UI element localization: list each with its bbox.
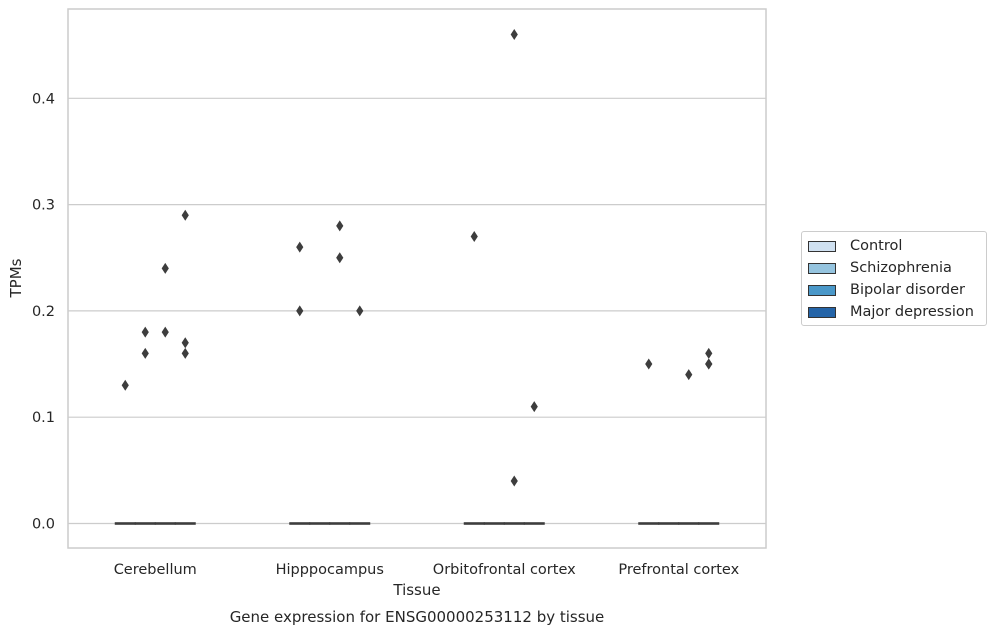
y-tick-label: 0.0 (32, 517, 55, 533)
y-tick-label: 0.4 (32, 91, 55, 107)
outlier-point (356, 305, 364, 317)
outlier-point (336, 220, 344, 232)
legend-swatch-bipolar-disorder (808, 284, 836, 296)
outlier-point (141, 326, 149, 338)
outlier-point (181, 337, 189, 349)
outlier-point (141, 347, 149, 359)
x-axis-label: Tissue (392, 581, 440, 599)
legend-item-control: Control (808, 238, 902, 254)
legend-swatch-schizophrenia (808, 262, 836, 274)
outlier-point (296, 241, 304, 253)
x-tick-label: Orbitofrontal cortex (433, 562, 576, 578)
boxes (114, 522, 720, 525)
outlier-point (510, 475, 518, 487)
outlier-point (530, 401, 538, 413)
y-tick-label: 0.2 (32, 304, 55, 320)
x-tick-label: Hipppocampus (276, 562, 384, 578)
outlier-point (181, 347, 189, 359)
outlier-point (685, 369, 693, 381)
legend-label-major-depression: Major depression (850, 304, 974, 320)
outlier-point (470, 230, 478, 242)
chart-title: Gene expression for ENSG00000253112 by t… (230, 608, 605, 626)
outlier-point (181, 209, 189, 221)
y-tick-label: 0.3 (32, 198, 55, 214)
outlier-point (705, 358, 713, 370)
outlier-point (510, 29, 518, 41)
y-tick-label: 0.1 (32, 410, 55, 426)
y-axis-label: TPMs (7, 258, 25, 298)
outlier-point (121, 379, 129, 391)
legend-item-schizophrenia: Schizophrenia (808, 260, 952, 276)
legend-label-bipolar-disorder: Bipolar disorder (850, 282, 965, 298)
outlier-point (705, 347, 713, 359)
legend-item-major-depression: Major depression (808, 304, 974, 320)
x-tick-label: Prefrontal cortex (618, 562, 739, 578)
outlier-point (161, 262, 169, 274)
outlier-point (296, 305, 304, 317)
legend-swatch-control (808, 240, 836, 252)
legend-swatch-major-depression (808, 306, 836, 318)
legend-label-schizophrenia: Schizophrenia (850, 260, 952, 276)
outlier-point (336, 252, 344, 264)
outlier-point (645, 358, 653, 370)
y-tick-labels: 0.0 0.1 0.2 0.3 0.4 (32, 91, 55, 532)
x-tick-label: Cerebellum (114, 562, 197, 578)
legend-label-control: Control (850, 238, 903, 254)
legend: Control Schizophrenia Bipolar disorder M… (801, 231, 987, 326)
outlier-point (161, 326, 169, 338)
outlier-points (121, 29, 713, 487)
legend-item-bipolar-disorder: Bipolar disorder (808, 282, 965, 298)
x-tick-labels: Cerebellum Hipppocampus Orbitofrontal cort… (114, 562, 740, 578)
plot-area-frame (67, 8, 767, 549)
